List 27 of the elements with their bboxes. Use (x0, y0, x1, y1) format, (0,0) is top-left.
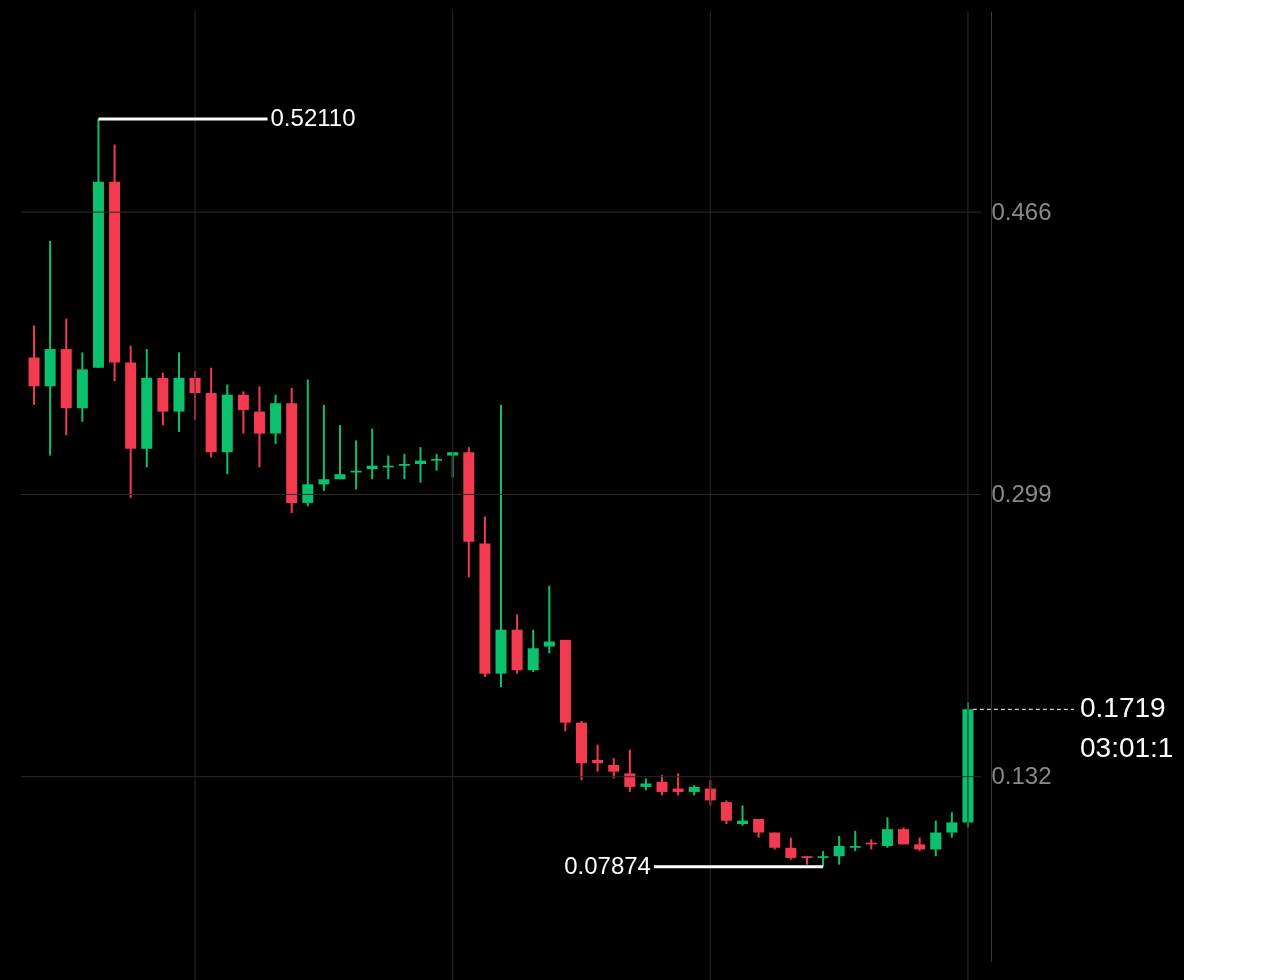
candlestick (881, 816, 893, 849)
candlestick (334, 424, 346, 481)
candlestick (849, 829, 861, 853)
annotation: 0.07874 (564, 851, 651, 879)
candlestick (946, 811, 958, 839)
candlestick (624, 748, 636, 793)
candlestick (447, 451, 459, 479)
candlestick (833, 834, 845, 866)
candlestick (930, 819, 942, 858)
candlestick (237, 390, 249, 435)
candlestick (753, 818, 765, 839)
candlestick (656, 774, 668, 797)
candlestick (398, 452, 410, 481)
y-tick-label: 0.299 (991, 479, 1052, 507)
candlestick (720, 799, 732, 826)
candlestick (253, 385, 265, 469)
candlestick (785, 836, 797, 861)
candlestick (608, 757, 620, 780)
candlestick (543, 584, 555, 655)
candlestick (318, 403, 330, 493)
text: 03:01:1 (1080, 732, 1174, 764)
candlestick (527, 628, 539, 673)
ref-line-label: 0.1719 (1080, 692, 1166, 724)
y-tick-label: 0.466 (991, 197, 1052, 225)
annotation: 0.52110 (270, 104, 356, 132)
y-tick-label: 0.132 (991, 762, 1052, 790)
candlestick (302, 378, 314, 508)
